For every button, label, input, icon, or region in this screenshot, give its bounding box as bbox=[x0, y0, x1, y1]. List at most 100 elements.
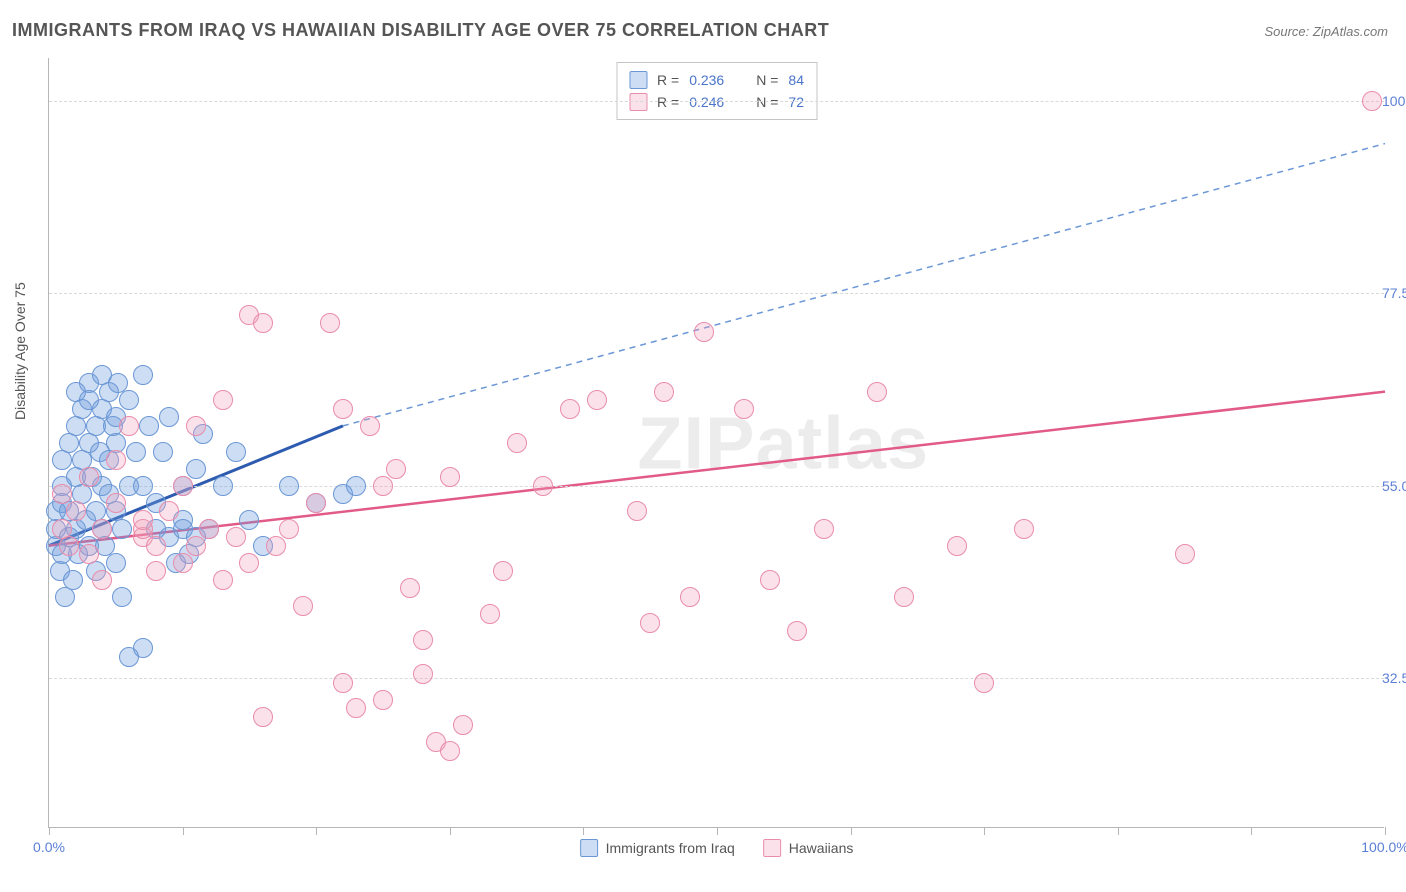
legend-label: Hawaiians bbox=[789, 840, 854, 856]
data-point bbox=[63, 570, 83, 590]
stats-legend: R = 0.236 N = 84 R = 0.246 N = 72 bbox=[616, 62, 817, 120]
data-point bbox=[79, 467, 99, 487]
legend-label: Immigrants from Iraq bbox=[606, 840, 735, 856]
legend-swatch bbox=[763, 839, 781, 857]
data-point bbox=[787, 621, 807, 641]
data-point bbox=[213, 476, 233, 496]
x-tick bbox=[851, 827, 852, 835]
data-point bbox=[253, 313, 273, 333]
data-point bbox=[760, 570, 780, 590]
stat-r-value: 0.246 bbox=[689, 94, 724, 110]
series-legend: Immigrants from Iraq Hawaiians bbox=[580, 839, 854, 857]
x-tick bbox=[1385, 827, 1386, 835]
data-point bbox=[52, 450, 72, 470]
data-point bbox=[413, 664, 433, 684]
data-point bbox=[186, 536, 206, 556]
data-point bbox=[119, 390, 139, 410]
data-point bbox=[654, 382, 674, 402]
data-point bbox=[159, 501, 179, 521]
data-point bbox=[587, 390, 607, 410]
stat-n-value: 72 bbox=[788, 94, 804, 110]
data-point bbox=[1362, 91, 1382, 111]
data-point bbox=[373, 690, 393, 710]
data-point bbox=[493, 561, 513, 581]
data-point bbox=[533, 476, 553, 496]
legend-item: Immigrants from Iraq bbox=[580, 839, 735, 857]
data-point bbox=[440, 467, 460, 487]
data-point bbox=[66, 416, 86, 436]
data-point bbox=[333, 399, 353, 419]
data-point bbox=[306, 493, 326, 513]
data-point bbox=[507, 433, 527, 453]
data-point bbox=[133, 476, 153, 496]
stat-n-label: N = bbox=[756, 72, 778, 88]
legend-stat-row: R = 0.246 N = 72 bbox=[629, 91, 804, 113]
data-point bbox=[894, 587, 914, 607]
data-point bbox=[734, 399, 754, 419]
data-point bbox=[279, 476, 299, 496]
data-point bbox=[66, 501, 86, 521]
y-tick-label: 55.0% bbox=[1376, 478, 1406, 494]
data-point bbox=[226, 442, 246, 462]
x-tick-label: 100.0% bbox=[1361, 839, 1406, 855]
data-point bbox=[1014, 519, 1034, 539]
data-point bbox=[814, 519, 834, 539]
data-point bbox=[119, 416, 139, 436]
data-point bbox=[55, 587, 75, 607]
trend-lines-layer bbox=[49, 58, 1384, 827]
chart-title: IMMIGRANTS FROM IRAQ VS HAWAIIAN DISABIL… bbox=[12, 20, 829, 41]
data-point bbox=[146, 536, 166, 556]
gridline bbox=[49, 486, 1384, 487]
data-point bbox=[293, 596, 313, 616]
legend-swatch bbox=[580, 839, 598, 857]
data-point bbox=[199, 519, 219, 539]
data-point bbox=[640, 613, 660, 633]
x-tick bbox=[450, 827, 451, 835]
legend-swatch bbox=[629, 71, 647, 89]
x-tick-label: 0.0% bbox=[33, 839, 65, 855]
data-point bbox=[146, 561, 166, 581]
data-point bbox=[627, 501, 647, 521]
data-point bbox=[346, 698, 366, 718]
data-point bbox=[112, 587, 132, 607]
data-point bbox=[52, 484, 72, 504]
data-point bbox=[694, 322, 714, 342]
data-point bbox=[112, 519, 132, 539]
data-point bbox=[126, 442, 146, 462]
gridline bbox=[49, 101, 1384, 102]
gridline bbox=[49, 678, 1384, 679]
data-point bbox=[560, 399, 580, 419]
stat-r-label: R = bbox=[657, 94, 679, 110]
data-point bbox=[333, 673, 353, 693]
data-point bbox=[173, 476, 193, 496]
data-point bbox=[133, 510, 153, 530]
data-point bbox=[133, 638, 153, 658]
data-point bbox=[1175, 544, 1195, 564]
data-point bbox=[213, 390, 233, 410]
data-point bbox=[974, 673, 994, 693]
x-tick bbox=[1251, 827, 1252, 835]
data-point bbox=[867, 382, 887, 402]
stat-n-value: 84 bbox=[788, 72, 804, 88]
data-point bbox=[253, 707, 273, 727]
legend-stat-row: R = 0.236N = 84 bbox=[629, 69, 804, 91]
data-point bbox=[386, 459, 406, 479]
data-point bbox=[453, 715, 473, 735]
data-point bbox=[79, 544, 99, 564]
x-tick bbox=[583, 827, 584, 835]
y-axis-label: Disability Age Over 75 bbox=[12, 282, 28, 420]
data-point bbox=[186, 416, 206, 436]
data-point bbox=[266, 536, 286, 556]
data-point bbox=[106, 450, 126, 470]
x-tick bbox=[984, 827, 985, 835]
data-point bbox=[239, 553, 259, 573]
data-point bbox=[186, 459, 206, 479]
data-point bbox=[320, 313, 340, 333]
data-point bbox=[480, 604, 500, 624]
stat-r-value: 0.236 bbox=[689, 72, 724, 88]
data-point bbox=[400, 578, 420, 598]
data-point bbox=[92, 570, 112, 590]
data-point bbox=[360, 416, 380, 436]
data-point bbox=[59, 536, 79, 556]
stat-n-label: N = bbox=[756, 94, 778, 110]
